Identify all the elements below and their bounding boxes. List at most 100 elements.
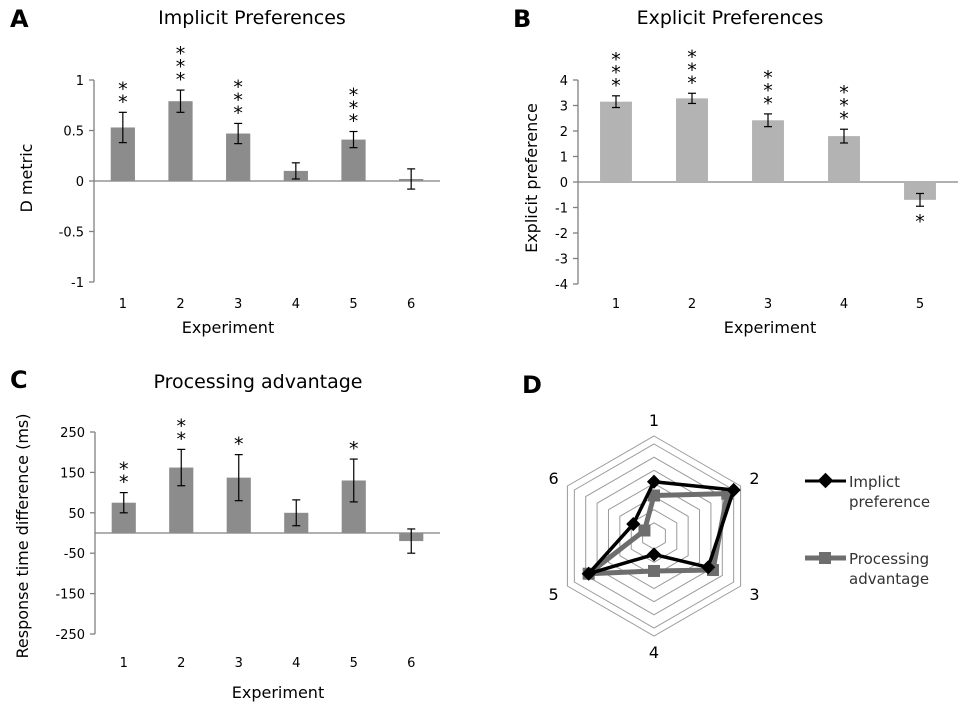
panel-b-bar — [752, 120, 784, 182]
panel-c-ylabel: Response time difference (ms) — [13, 414, 32, 659]
panel-b-bar — [676, 98, 708, 182]
panel-a-y-tick-label: -0.5 — [59, 226, 84, 241]
radar-point-implicit — [646, 547, 662, 562]
panel-c-y-tick-label: -50 — [64, 547, 85, 562]
panel-b-significance-star: * — [687, 59, 697, 81]
panel-c-y-tick-label: 50 — [68, 507, 85, 522]
radar-point-implicit — [646, 474, 662, 489]
panel-a-x-tick-label: 4 — [292, 297, 300, 312]
panel-b-significance-star: * — [611, 75, 621, 97]
panel-a-letter: A — [10, 5, 29, 33]
panel-a-x-tick-label: 5 — [349, 297, 357, 312]
panel-b-y-tick-label: 1 — [560, 151, 568, 166]
panel-b-x-tick-label: 2 — [688, 297, 696, 312]
radar-ring — [596, 469, 712, 603]
panel-b-y-tick-label: 4 — [560, 74, 568, 89]
panel-d-legend: Implict preference Processing advantage — [805, 472, 930, 588]
panel-c-letter: C — [10, 366, 28, 394]
panel-c-y-tick-label: -250 — [55, 628, 85, 643]
radar-point-implicit — [626, 516, 641, 532]
radar-point-implicit — [701, 560, 716, 575]
panel-b-y-tick-label: -3 — [555, 253, 568, 268]
panel-b-x-tick-label: 3 — [764, 297, 772, 312]
panel-c-significance-star: * — [119, 459, 129, 481]
panel-c-significance-star: * — [349, 438, 359, 460]
panel-a-xlabel: Experiment — [182, 318, 274, 337]
panel-b-significance-star: * — [915, 211, 925, 233]
panel-b-bar — [904, 182, 936, 200]
panel-a-significance-star: * — [349, 85, 359, 107]
panel-b-xlabel: Experiment — [724, 318, 816, 337]
legend-processing-label-2: advantage — [849, 570, 929, 588]
radar-axis-label: 1 — [649, 411, 659, 430]
panel-c-x-tick-label: 1 — [120, 656, 128, 671]
radar-point-processing — [648, 564, 660, 577]
legend-processing-label-1: Processing — [849, 550, 929, 568]
panel-b-y-tick-label: 0 — [560, 176, 568, 191]
panel-b-significance-star: * — [763, 93, 773, 115]
panel-b-y-tick-label: -1 — [555, 202, 568, 217]
panel-b-title: Explicit Preferences — [637, 7, 824, 29]
panel-b-significance-star: * — [687, 72, 697, 94]
panel-b-significance-star: * — [839, 82, 849, 104]
panel-b-significance-star: * — [763, 67, 773, 89]
panel-c-x-tick-label: 4 — [292, 656, 300, 671]
panel-c-x-tick-label: 2 — [177, 656, 185, 671]
panel-b-x-tick-label: 4 — [840, 297, 848, 312]
legend-implicit-marker — [817, 472, 834, 489]
panel-a-significance-star: * — [176, 69, 186, 91]
radar-ring — [619, 495, 689, 577]
panel-c-significance-star: * — [177, 415, 187, 437]
radar-point-implicit — [581, 566, 596, 581]
panel-b-significance-star: * — [839, 95, 849, 117]
panel-a-significance-star: * — [233, 76, 243, 98]
panel-a-y-tick-label: 1 — [76, 74, 84, 89]
panel-c-x-tick-label: 3 — [235, 656, 243, 671]
radar-point-processing — [638, 524, 651, 537]
panel-a-bar — [168, 101, 193, 181]
panel-c-y-tick-label: 150 — [60, 466, 85, 481]
panel-b-y-tick-label: 2 — [560, 125, 568, 140]
panel-b-y-tick-label: 3 — [560, 100, 568, 115]
panel-b-x-tick-label: 5 — [916, 297, 924, 312]
panel-a-significance-star: * — [118, 78, 128, 100]
radar-axis-label: 4 — [649, 643, 659, 662]
panel-a-title: Implicit Preferences — [158, 7, 346, 29]
panel-c-significance-star: * — [119, 472, 129, 494]
panel-b-significance-star: * — [687, 46, 697, 68]
panel-d: D 1 2 3 4 5 6 Implict preference Processing a… — [522, 371, 930, 662]
panel-a-plot: 10.50-0.5-11**2***3***4 5***6 — [59, 43, 440, 312]
panel-a-significance-star: * — [349, 111, 359, 133]
panel-b-significance-star: * — [839, 108, 849, 130]
panel-b-significance-star: * — [611, 62, 621, 84]
radar-point-processing — [648, 489, 660, 502]
panel-c-y-tick-label: -150 — [55, 588, 85, 603]
panel-b-y-tick-label: -4 — [555, 278, 568, 293]
panel-a-x-tick-label: 2 — [176, 297, 184, 312]
panel-b-bar — [600, 101, 632, 182]
panel-c-x-tick-label: 6 — [407, 656, 415, 671]
panel-a-y-tick-label: -1 — [71, 276, 84, 291]
panel-b-significance-star: * — [611, 49, 621, 71]
panel-a-significance-star: * — [118, 91, 128, 113]
radar-axis-label: 6 — [548, 469, 558, 488]
panel-b-ylabel: Explicit preference — [522, 103, 541, 253]
radar-ring — [607, 482, 701, 590]
panel-a-significance-star: * — [349, 98, 359, 120]
radar-series-line — [586, 491, 730, 577]
legend-implicit-label-1: Implict — [849, 473, 900, 491]
panel-b-letter: B — [513, 5, 531, 33]
panel-c-y-tick-label: 250 — [60, 426, 85, 441]
panel-c-significance-star: * — [234, 434, 244, 456]
panel-b-x-tick-label: 1 — [612, 297, 620, 312]
radar-axis-label: 2 — [749, 469, 759, 488]
panel-a-significance-star: * — [233, 89, 243, 111]
legend-implicit-label-2: preference — [849, 493, 930, 511]
panel-a-significance-star: * — [176, 56, 186, 78]
panel-c-xlabel: Experiment — [232, 683, 324, 702]
radar-outer-ring — [566, 435, 742, 637]
panel-a-x-tick-label: 3 — [234, 297, 242, 312]
